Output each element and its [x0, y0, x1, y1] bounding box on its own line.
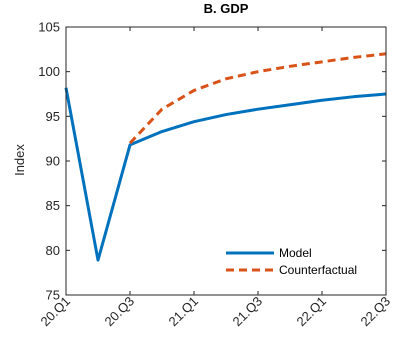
legend-background: [222, 243, 372, 281]
series-layer: [64, 52, 387, 262]
x-tick-label: 21.Q3: [229, 294, 265, 330]
y-tick-label: 85: [46, 198, 60, 213]
x-tick-label: 21.Q1: [165, 294, 201, 330]
y-tick-label: 75: [46, 288, 60, 303]
x-tick-label: 20.Q3: [101, 294, 137, 330]
x-tick-label: 22.Q1: [293, 294, 329, 330]
y-axis-label: Index: [12, 144, 27, 176]
series-line-counterfactual: [128, 52, 387, 145]
y-tick-label: 80: [46, 243, 60, 258]
y-tick-label: 90: [46, 154, 60, 169]
chart-title: B. GDP: [204, 1, 249, 16]
y-tick-label: 95: [46, 109, 60, 124]
legend: Model Counterfactual: [222, 243, 372, 281]
x-tick-label: 22.Q3: [357, 294, 393, 330]
legend-label-counterfactual: Counterfactual: [279, 263, 357, 277]
legend-label-model: Model: [279, 246, 312, 260]
series-line-model: [64, 87, 387, 262]
y-tick-label: 100: [38, 64, 60, 79]
y-tick-label: 105: [38, 20, 60, 35]
